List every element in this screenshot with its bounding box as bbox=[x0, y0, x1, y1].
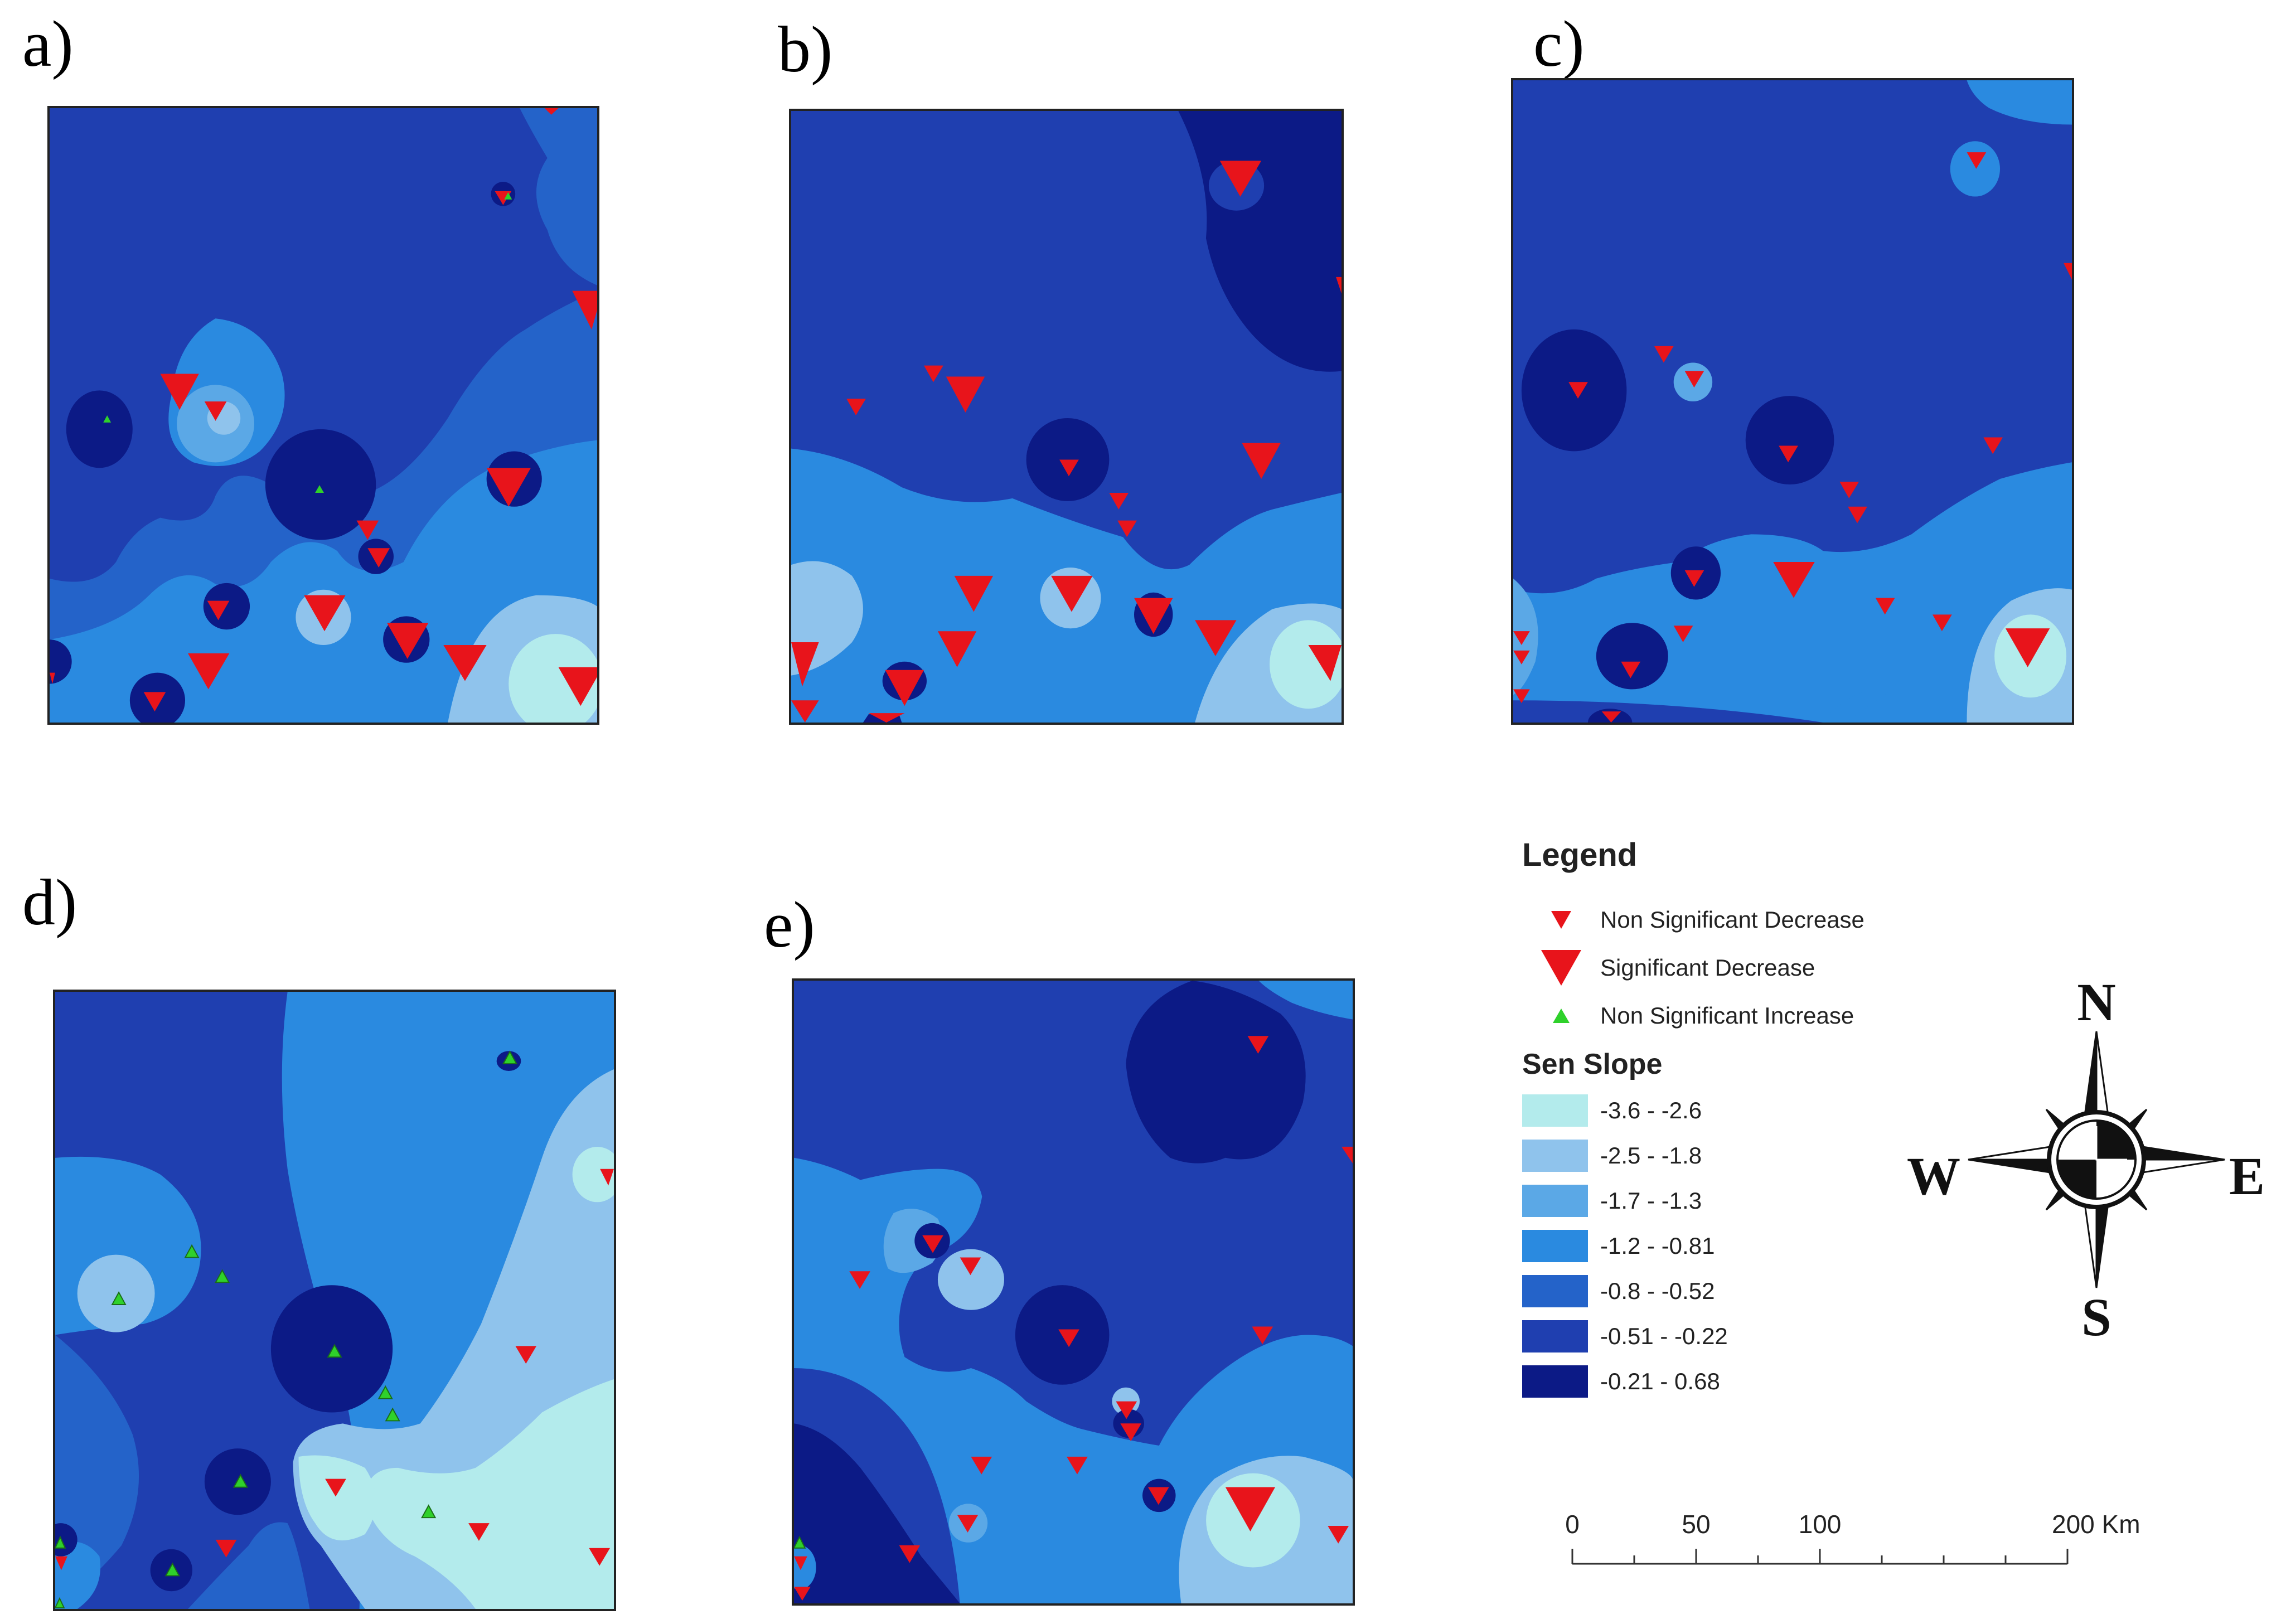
legend-class-row: -0.8 - -0.52 bbox=[1522, 1268, 2080, 1313]
legend-swatch bbox=[1522, 1274, 1588, 1307]
scale-tick-label-200: 200 Km bbox=[2052, 1510, 2140, 1539]
panel-label-c: c) bbox=[1533, 7, 1585, 80]
map-d bbox=[53, 990, 616, 1611]
legend-class-row: -2.5 - -1.8 bbox=[1522, 1133, 2080, 1178]
large-red-down-triangle-icon bbox=[1522, 949, 1600, 987]
scale-bar: 0 50 100 200 Km bbox=[1550, 1500, 2163, 1589]
legend-class-label: -1.2 - -0.81 bbox=[1600, 1232, 1715, 1259]
legend-swatch bbox=[1522, 1094, 1588, 1127]
compass-south-label: S bbox=[2081, 1287, 2111, 1344]
scale-tick-label-100: 100 bbox=[1799, 1510, 1842, 1539]
small-red-down-triangle-icon bbox=[1522, 910, 1600, 930]
legend-class-row: -3.6 - -2.6 bbox=[1522, 1088, 2080, 1133]
map-b bbox=[789, 109, 1344, 725]
compass-west-label: W bbox=[1907, 1146, 1960, 1206]
legend-class-label: -0.8 - -0.52 bbox=[1600, 1277, 1715, 1304]
legend-class-row: -1.7 - -1.3 bbox=[1522, 1178, 2080, 1223]
sen-slope-title: Sen Slope bbox=[1522, 1048, 1663, 1080]
map-legend: Legend Non Significant Decrease Signific… bbox=[1522, 836, 2080, 1404]
legend-swatch bbox=[1522, 1320, 1588, 1352]
scale-tick-label-50: 50 bbox=[1682, 1510, 1710, 1539]
legend-swatch bbox=[1522, 1139, 1588, 1172]
legend-class-label: -0.51 - -0.22 bbox=[1600, 1322, 1728, 1349]
legend-class-row: -0.51 - -0.22 bbox=[1522, 1313, 2080, 1359]
legend-swatch bbox=[1522, 1365, 1588, 1398]
green-up-triangle-icon bbox=[1522, 1007, 1600, 1024]
legend-class-row: -1.2 - -0.81 bbox=[1522, 1223, 2080, 1268]
panel-label-e: e) bbox=[764, 888, 815, 961]
legend-class-label: -2.5 - -1.8 bbox=[1600, 1142, 1702, 1169]
legend-symbol-row: Significant Decrease bbox=[1522, 944, 2080, 992]
legend-class-label: -1.7 - -1.3 bbox=[1600, 1187, 1702, 1214]
legend-symbol-row: Non Significant Increase bbox=[1522, 992, 2080, 1040]
legend-symbol-label: Non Significant Increase bbox=[1600, 1002, 1854, 1029]
panel-label-a: a) bbox=[22, 7, 74, 80]
compass-rose-icon: N S W E bbox=[1907, 964, 2265, 1347]
compass-north-label: N bbox=[2077, 972, 2115, 1032]
compass-east-label: E bbox=[2229, 1146, 2264, 1206]
legend-symbol-label: Significant Decrease bbox=[1600, 954, 1815, 981]
panel-label-b: b) bbox=[778, 13, 833, 86]
legend-symbol-row: Non Significant Decrease bbox=[1522, 896, 2080, 944]
panel-label-d: d) bbox=[22, 866, 78, 939]
map-e bbox=[792, 978, 1355, 1606]
map-a bbox=[47, 106, 599, 725]
scale-tick-label-0: 0 bbox=[1565, 1510, 1580, 1539]
legend-symbol-label: Non Significant Decrease bbox=[1600, 906, 1864, 933]
legend-title: Legend bbox=[1522, 837, 1638, 873]
map-c bbox=[1511, 78, 2074, 725]
legend-class-label: -0.21 - 0.68 bbox=[1600, 1368, 1720, 1394]
legend-class-label: -3.6 - -2.6 bbox=[1600, 1097, 1702, 1123]
legend-swatch bbox=[1522, 1229, 1588, 1262]
legend-swatch bbox=[1522, 1184, 1588, 1217]
legend-class-row: -0.21 - 0.68 bbox=[1522, 1359, 2080, 1404]
